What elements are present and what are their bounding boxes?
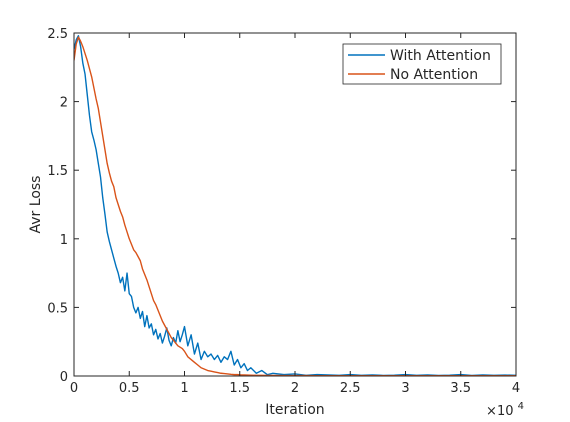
x-tick-label: 2.5 <box>340 381 361 396</box>
x-axis-exponent: ×10 4 <box>486 401 524 419</box>
y-tick-label: 1 <box>60 233 68 248</box>
y-tick-label: 0 <box>60 370 68 385</box>
plot-area <box>74 33 516 376</box>
y-axis-label: Avr Loss <box>28 176 44 234</box>
x-tick-label: 2 <box>291 381 299 396</box>
x-axis-exponent-base: ×10 <box>486 404 513 419</box>
x-axis: 0 0.5 1 1.5 2 2.5 3 3.5 4 <box>70 33 520 396</box>
x-tick-label: 0 <box>70 381 78 396</box>
y-tick-label: 2 <box>60 96 68 111</box>
legend-label-1: With Attention <box>390 48 491 64</box>
x-tick-label: 4 <box>512 381 520 396</box>
legend: With Attention No Attention <box>342 43 502 85</box>
x-tick-label: 3.5 <box>450 381 471 396</box>
y-tick-label: 0.5 <box>47 301 68 316</box>
y-tick-label: 1.5 <box>47 164 68 179</box>
legend-label-2: No Attention <box>390 67 478 83</box>
y-axis: 0 0.5 1 1.5 2 2.5 <box>47 27 516 385</box>
legend-box <box>342 43 502 85</box>
x-tick-label: 0.5 <box>119 381 140 396</box>
x-tick-label: 3 <box>401 381 409 396</box>
x-tick-label: 1.5 <box>229 381 250 396</box>
y-tick-label: 2.5 <box>47 27 68 42</box>
x-axis-label: Iteration <box>265 402 324 418</box>
x-axis-exponent-power: 4 <box>518 401 524 412</box>
x-tick-label: 1 <box>180 381 188 396</box>
